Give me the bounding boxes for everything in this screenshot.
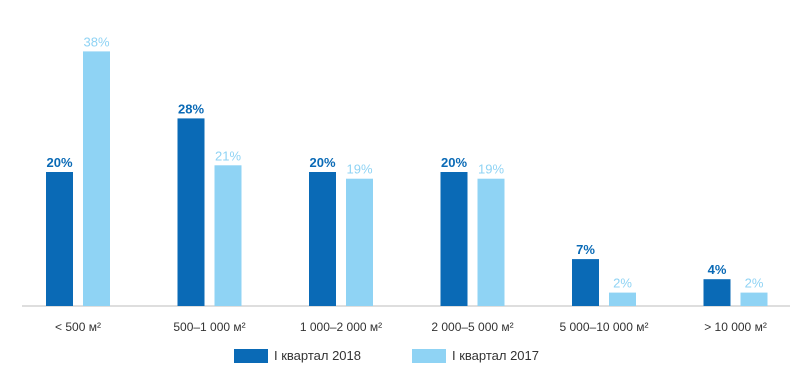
bar-2017-1 [214, 165, 242, 306]
legend: I квартал 2018 I квартал 2017 [0, 344, 803, 366]
legend-label-2018: I квартал 2018 [274, 348, 362, 363]
category-label-2: 1 000–2 000 м² [300, 320, 382, 334]
category-label-4: 5 000–10 000 м² [560, 320, 649, 334]
bars-group [46, 51, 768, 307]
value-label-2018-2: 20% [309, 155, 335, 170]
value-label-2018-5: 4% [708, 262, 727, 277]
bar-2018-3 [440, 172, 468, 306]
value-label-2018-1: 28% [178, 101, 204, 116]
value-label-2018-0: 20% [46, 155, 72, 170]
value-label-2018-4: 7% [576, 242, 595, 257]
bar-2017-4 [609, 292, 636, 306]
bar-2017-5 [740, 292, 768, 306]
category-label-3: 2 000–5 000 м² [431, 320, 513, 334]
value-label-2017-3: 19% [478, 162, 504, 177]
bar-2018-4 [572, 259, 599, 306]
legend-item-2018: I квартал 2018 [234, 348, 361, 363]
bar-2017-0 [83, 51, 110, 307]
category-label-0: < 500 м² [55, 320, 101, 334]
legend-swatch-2018 [234, 348, 268, 363]
legend-label-2017: I квартал 2017 [452, 348, 540, 363]
value-label-2017-0: 38% [83, 34, 109, 49]
bar-2018-5 [703, 279, 731, 306]
value-label-2017-2: 19% [346, 162, 372, 177]
bar-2017-2 [346, 178, 373, 306]
bar-2018-2 [309, 172, 336, 306]
category-labels-group: < 500 м² 500–1 000 м² 1 000–2 000 м² 2 000–… [55, 320, 767, 334]
category-label-5: > 10 000 м² [704, 320, 767, 334]
value-labels-group: 20% 38% 28% 21% 20% 19% 20% 19% 7% 2% 4% 2% [46, 34, 763, 290]
legend-swatch-2017 [412, 348, 446, 363]
bar-2018-0 [46, 172, 73, 306]
bar-2017-3 [477, 178, 505, 306]
legend-item-2017: I квартал 2017 [412, 348, 539, 363]
value-label-2017-5: 2% [745, 276, 764, 291]
category-label-1: 500–1 000 м² [173, 320, 245, 334]
value-label-2017-1: 21% [215, 148, 241, 163]
bar-2018-1 [177, 118, 205, 307]
bar-chart: 20% 38% 28% 21% 20% 19% 20% 19% 7% 2% 4% 2% < 500 м… [22, 34, 790, 334]
value-label-2017-4: 2% [613, 276, 632, 291]
value-label-2018-3: 20% [441, 155, 467, 170]
